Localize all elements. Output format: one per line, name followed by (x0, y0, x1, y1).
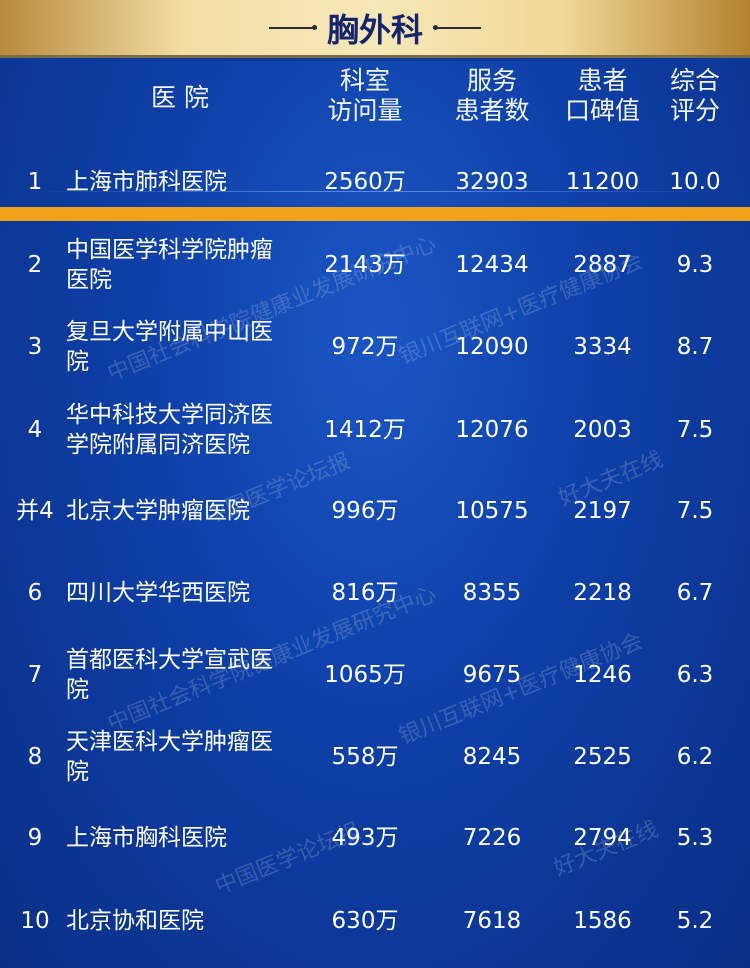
rank-cell: 9 (27, 825, 43, 851)
patients-cell: 12090 (455, 334, 529, 360)
hospital-name: 四川大学华西医院 (66, 580, 250, 606)
header-patients: 服务 患者数 (454, 66, 530, 125)
visits-cell: 1065万 (324, 662, 406, 688)
header-visits: 科室 访问量 (327, 66, 403, 125)
visits-cell: 493万 (331, 825, 399, 851)
rank-cell: 1 (27, 169, 43, 195)
visits-cell: 2143万 (324, 252, 406, 278)
hospital-name: 北京大学肿瘤医院 (66, 498, 250, 524)
page-title: 胸外科 (326, 10, 423, 49)
reputation-cell: 2794 (573, 825, 632, 851)
patients-cell: 7226 (462, 825, 522, 851)
ranking-table: 医 院 科室 访问量 服务 患者数 患者 口碑值 综合 评分 1 上海市肺科医院 2… (0, 61, 750, 968)
reputation-cell: 2197 (573, 498, 632, 524)
score-cell: 5.2 (676, 908, 714, 934)
reputation-cell: 11200 (565, 169, 640, 195)
score-cell: 6.7 (676, 580, 714, 606)
rank-cell: 2 (27, 252, 43, 278)
score-cell: 9.3 (676, 252, 714, 278)
header-divider (30, 191, 720, 192)
patients-cell: 8245 (462, 744, 522, 770)
patients-cell: 32903 (455, 169, 529, 195)
visits-cell: 996万 (331, 498, 399, 524)
reputation-cell: 2887 (573, 252, 632, 278)
reputation-cell: 1586 (573, 908, 632, 934)
rank-cell: 6 (27, 580, 43, 606)
reputation-cell: 2525 (573, 744, 632, 770)
hospital-name: 复旦大学附属中山医 院 (66, 319, 273, 375)
header-reputation: 患者 口碑值 (564, 66, 640, 125)
table-row: 7 首都医科大学宣武医 院 1065万 9675 1246 6.3 (0, 635, 750, 715)
hospital-name: 首都医科大学宣武医 院 (66, 647, 273, 703)
score-cell: 8.7 (676, 334, 714, 360)
patients-cell: 10575 (455, 498, 529, 524)
rank-cell: 7 (27, 662, 43, 688)
visits-cell: 558万 (331, 744, 399, 770)
decorative-line-right (433, 24, 481, 30)
patients-cell: 9675 (462, 662, 522, 688)
patients-cell: 8355 (462, 580, 522, 606)
header-hospital: 医 院 (151, 83, 209, 112)
table-row: 8 天津医科大学肿瘤医 院 558万 8245 2525 6.2 (0, 717, 750, 797)
reputation-cell: 2218 (573, 580, 632, 606)
visits-cell: 816万 (331, 580, 399, 606)
hospital-name: 北京协和医院 (66, 908, 204, 934)
table-header: 医 院 科室 访问量 服务 患者数 患者 口碑值 综合 评分 (0, 61, 750, 191)
reputation-cell: 1246 (573, 662, 632, 688)
table-row: 1 上海市肺科医院 2560万 32903 11200 10.0 (0, 142, 750, 222)
rank-cell: 4 (27, 417, 43, 443)
table-row: 10 北京协和医院 630万 7618 1586 5.2 (0, 881, 750, 961)
patients-cell: 12076 (455, 417, 529, 443)
score-cell: 6.3 (676, 662, 714, 688)
reputation-cell: 2003 (573, 417, 632, 443)
title-banner: 胸外科 (0, 0, 750, 58)
hospital-name: 中国医学科学院肿瘤 医院 (66, 237, 273, 293)
patients-cell: 12434 (455, 252, 529, 278)
score-cell: 5.3 (676, 825, 714, 851)
score-cell: 6.2 (676, 744, 714, 770)
patients-cell: 7618 (462, 908, 522, 934)
reputation-cell: 3334 (573, 334, 632, 360)
visits-cell: 2560万 (324, 169, 406, 195)
table-row: 6 四川大学华西医院 816万 8355 2218 6.7 (0, 553, 750, 633)
score-cell: 7.5 (676, 417, 714, 443)
rank-cell: 10 (20, 908, 50, 934)
hospital-name: 天津医科大学肿瘤医 院 (66, 729, 273, 785)
hospital-name: 华中科技大学同济医 学院附属同济医院 (66, 402, 273, 458)
score-cell: 10.0 (669, 169, 721, 195)
decorative-line-left (268, 24, 317, 30)
rank-cell: 3 (27, 334, 43, 360)
highlight-divider (0, 207, 750, 221)
table-row: 4 华中科技大学同济医 学院附属同济医院 1412万 12076 2003 7.5 (0, 390, 750, 470)
hospital-name: 上海市胸科医院 (66, 825, 227, 851)
visits-cell: 972万 (331, 334, 399, 360)
visits-cell: 630万 (331, 908, 399, 934)
table-row: 2 中国医学科学院肿瘤 医院 2143万 12434 2887 9.3 (0, 225, 750, 305)
rank-cell: 并4 (16, 498, 54, 524)
score-cell: 7.5 (676, 498, 714, 524)
rank-cell: 8 (27, 744, 43, 770)
header-score: 综合 评分 (669, 66, 720, 125)
table-row: 9 上海市胸科医院 493万 7226 2794 5.3 (0, 798, 750, 878)
table-row: 并4 北京大学肿瘤医院 996万 10575 2197 7.5 (0, 471, 750, 551)
table-row: 3 复旦大学附属中山医 院 972万 12090 3334 8.7 (0, 307, 750, 387)
visits-cell: 1412万 (324, 417, 406, 443)
hospital-name: 上海市肺科医院 (66, 169, 227, 195)
